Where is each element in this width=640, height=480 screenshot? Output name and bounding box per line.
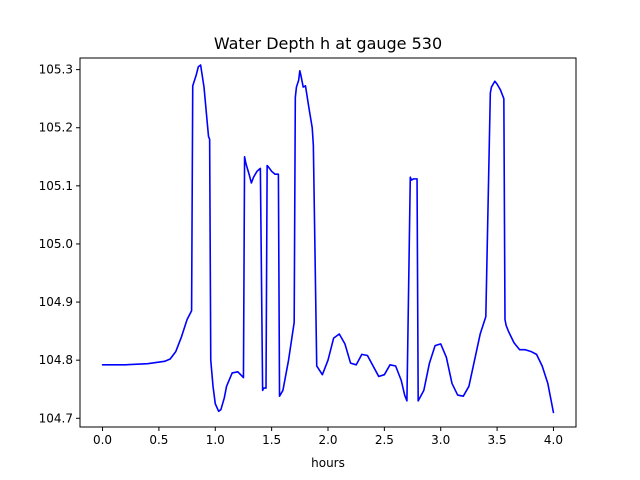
x-axis-label: hours [311,456,345,470]
y-tick-label: 105.0 [39,237,73,251]
ticks-layer: 0.0 0.5 1.0 1.5 2.0 2.5 3.0 3.5 4.0 104.7 104.8 104… [39,63,563,447]
series-line-0 [101,64,555,414]
y-tick-label: 105.1 [39,179,73,193]
x-tick-label: 3.5 [488,433,507,447]
y-tick-label: 104.9 [39,295,73,309]
x-tick-label: 1.0 [206,433,225,447]
x-tick-label: 2.0 [318,433,337,447]
y-tick-label: 105.3 [39,63,73,77]
y-tick-label: 104.7 [39,411,73,425]
x-tick-label: 0.0 [93,433,112,447]
x-tick-label: 2.5 [375,433,394,447]
x-tick-label: 3.0 [431,433,450,447]
plot-area-frame [79,57,577,428]
chart-title: Water Depth h at gauge 530 [214,34,442,53]
x-tick-label: 0.5 [149,433,168,447]
x-tick-label: 1.5 [262,433,281,447]
plot-layer [101,64,555,414]
x-tick-label: 4.0 [544,433,563,447]
y-tick-label: 104.8 [39,353,73,367]
y-tick-label: 105.2 [39,121,73,135]
